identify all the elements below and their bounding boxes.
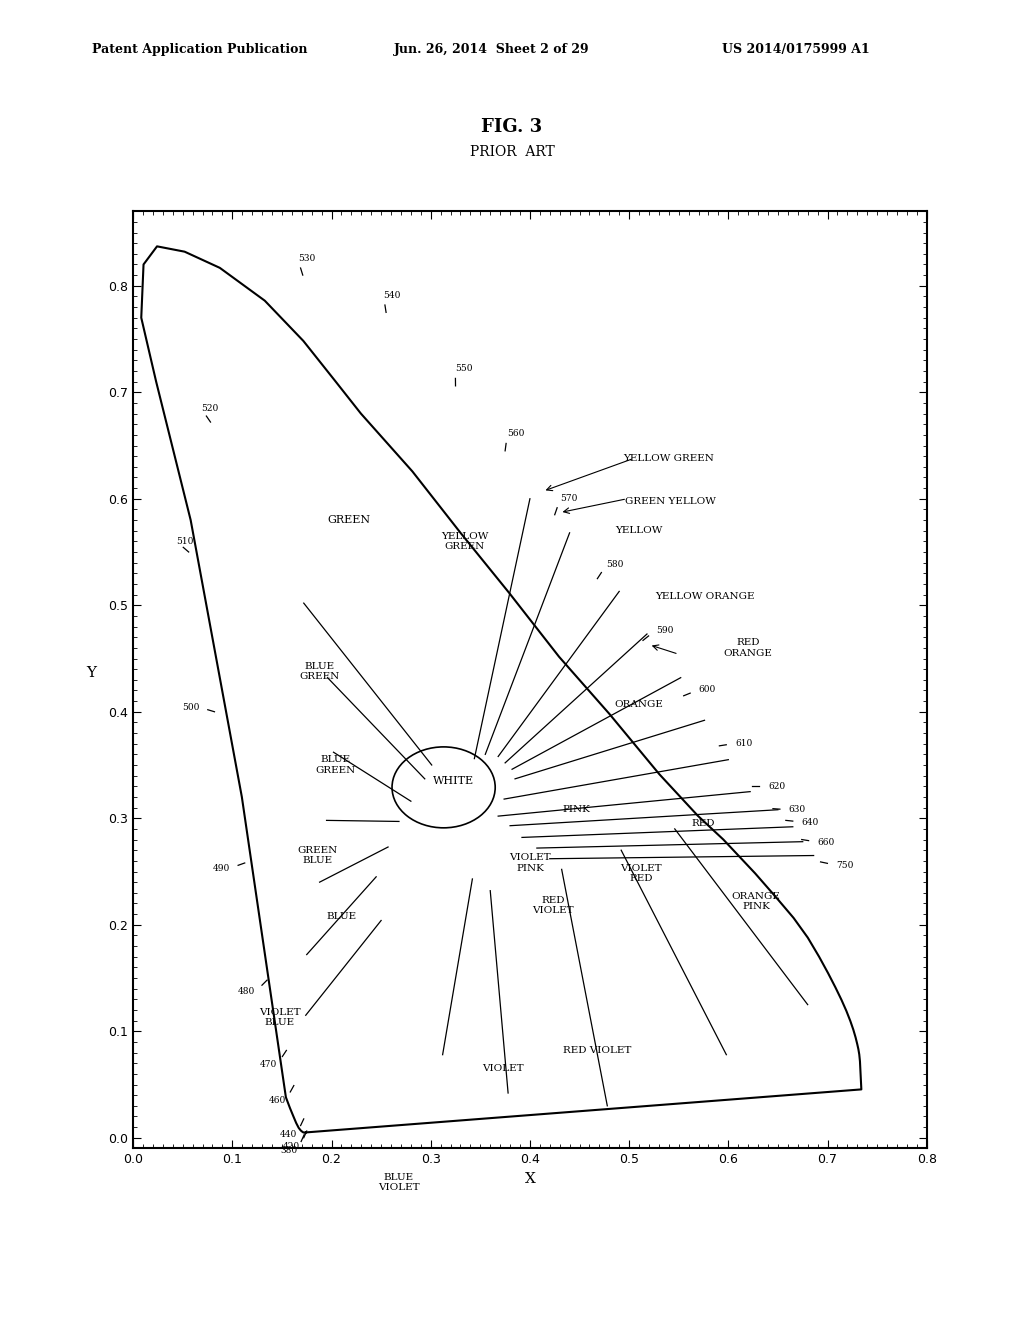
Text: PINK: PINK <box>562 805 591 814</box>
Text: PRIOR  ART: PRIOR ART <box>470 145 554 158</box>
Text: YELLOW
GREEN: YELLOW GREEN <box>440 532 488 550</box>
Text: 550: 550 <box>456 364 473 374</box>
Text: 610: 610 <box>735 739 753 748</box>
X-axis label: X: X <box>524 1172 536 1185</box>
Text: YELLOW ORANGE: YELLOW ORANGE <box>654 593 755 601</box>
Text: YELLOW GREEN: YELLOW GREEN <box>624 454 714 463</box>
Text: 620: 620 <box>768 781 785 791</box>
Text: 560: 560 <box>507 429 524 438</box>
Text: 520: 520 <box>201 404 218 413</box>
Text: ORANGE: ORANGE <box>614 700 664 709</box>
Text: RED
ORANGE: RED ORANGE <box>724 638 772 657</box>
Text: 460: 460 <box>268 1096 286 1105</box>
Text: VIOLET
PINK: VIOLET PINK <box>509 853 551 873</box>
Text: Patent Application Publication: Patent Application Publication <box>92 42 307 55</box>
Text: RED VIOLET: RED VIOLET <box>563 1045 632 1055</box>
Y-axis label: Y: Y <box>87 665 96 680</box>
Text: VIOLET: VIOLET <box>482 1064 524 1073</box>
Text: 480: 480 <box>239 987 255 997</box>
Text: GREEN YELLOW: GREEN YELLOW <box>626 498 716 507</box>
Text: 530: 530 <box>298 255 315 264</box>
Text: 570: 570 <box>560 494 578 503</box>
Text: RED: RED <box>692 820 716 828</box>
Text: 590: 590 <box>655 626 673 635</box>
Text: 380: 380 <box>281 1146 297 1155</box>
Text: 540: 540 <box>383 292 400 300</box>
Text: 660: 660 <box>817 837 835 846</box>
Text: 470: 470 <box>260 1060 278 1069</box>
Text: BLUE
GREEN: BLUE GREEN <box>315 755 355 775</box>
Text: BLUE: BLUE <box>327 912 356 921</box>
Text: 440: 440 <box>280 1130 297 1139</box>
Text: 600: 600 <box>698 685 716 694</box>
Text: YELLOW: YELLOW <box>615 527 663 535</box>
Text: 420: 420 <box>283 1142 300 1151</box>
Text: BLUE
GREEN: BLUE GREEN <box>299 661 340 681</box>
Text: 490: 490 <box>212 863 229 873</box>
Text: VIOLET
RED: VIOLET RED <box>621 863 662 883</box>
Text: 500: 500 <box>182 702 200 711</box>
Text: FIG. 3: FIG. 3 <box>481 117 543 136</box>
Text: 580: 580 <box>606 560 624 569</box>
Text: US 2014/0175999 A1: US 2014/0175999 A1 <box>722 42 869 55</box>
Text: 750: 750 <box>837 861 854 870</box>
Text: VIOLET
BLUE: VIOLET BLUE <box>259 1007 301 1027</box>
Text: Jun. 26, 2014  Sheet 2 of 29: Jun. 26, 2014 Sheet 2 of 29 <box>394 42 590 55</box>
Text: BLUE
VIOLET: BLUE VIOLET <box>378 1172 420 1192</box>
Text: ORANGE
PINK: ORANGE PINK <box>732 891 780 911</box>
Text: 640: 640 <box>802 817 819 826</box>
Text: 510: 510 <box>176 537 194 546</box>
Text: RED
VIOLET: RED VIOLET <box>531 896 573 915</box>
Text: GREEN
BLUE: GREEN BLUE <box>298 846 338 865</box>
Text: 630: 630 <box>788 805 806 814</box>
Text: WHITE: WHITE <box>433 776 474 785</box>
Text: GREEN: GREEN <box>328 515 371 525</box>
